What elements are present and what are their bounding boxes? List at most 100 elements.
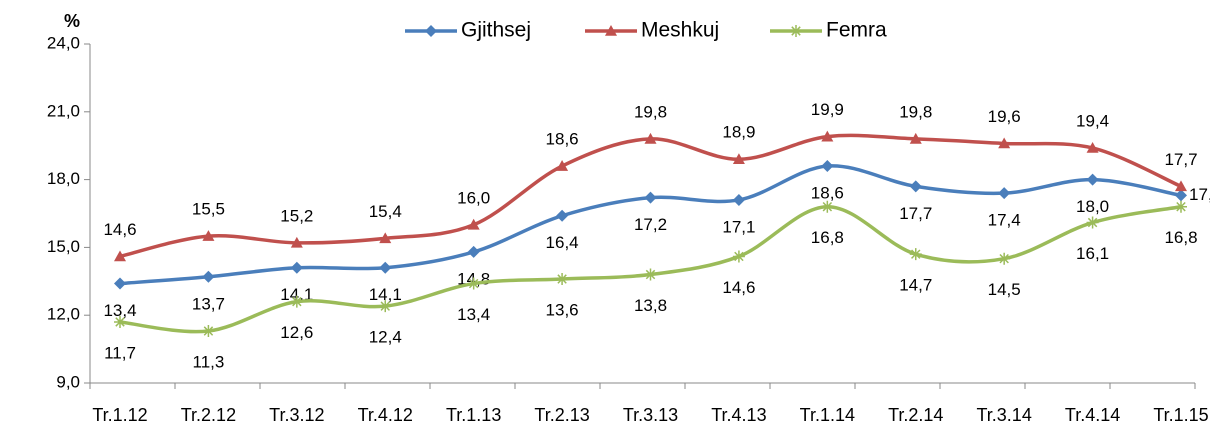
legend-label: Gjithsej (461, 19, 531, 42)
marker (114, 277, 126, 290)
x-tick-label: Tr.2.14 (888, 405, 943, 425)
marker (821, 200, 834, 213)
marker (556, 273, 569, 286)
y-tick-label: 9,0 (56, 372, 80, 391)
data-label: 18,0 (1076, 197, 1109, 216)
marker (202, 270, 215, 283)
x-tick-label: Tr.2.12 (181, 405, 236, 425)
data-label: 15,2 (280, 206, 313, 225)
data-label: 14,5 (988, 280, 1021, 299)
data-label: 15,4 (369, 202, 402, 221)
data-label: 14,6 (103, 220, 136, 239)
x-tick-label: Tr.1.14 (800, 405, 855, 425)
legend-label: Femra (826, 19, 887, 42)
data-label: 18,6 (811, 184, 844, 203)
marker (556, 209, 569, 222)
marker (821, 160, 834, 173)
x-tick-label: Tr.3.13 (623, 405, 678, 425)
marker (467, 277, 480, 290)
data-label: 12,6 (280, 323, 313, 342)
data-label: 17,4 (988, 211, 1021, 230)
y-tick-label: 12,0 (47, 305, 80, 324)
data-label: 19,9 (811, 100, 844, 119)
marker (998, 252, 1011, 265)
data-label: 13,4 (457, 305, 490, 324)
marker (644, 268, 657, 281)
marker (467, 245, 480, 258)
marker (1086, 141, 1099, 153)
data-label: 13,6 (546, 301, 579, 320)
marker (290, 261, 303, 274)
marker (202, 230, 215, 241)
data-label: 17,7 (899, 204, 932, 223)
data-label: 16,8 (1164, 228, 1197, 247)
marker (202, 325, 215, 338)
x-tick-label: Tr.1.12 (92, 405, 147, 425)
data-label: 19,6 (988, 107, 1021, 126)
marker (425, 25, 437, 37)
marker (821, 130, 834, 142)
data-label: 16,0 (457, 188, 490, 207)
data-label: 11,3 (193, 353, 225, 372)
marker (732, 153, 745, 165)
data-label: 13,8 (634, 296, 667, 315)
marker (909, 248, 922, 261)
data-label: 14,6 (722, 278, 755, 297)
marker (1086, 216, 1099, 229)
data-label: 17,3 (1189, 185, 1210, 204)
data-label: 11,7 (104, 343, 136, 362)
marker (290, 236, 303, 248)
marker (114, 250, 126, 262)
data-label: 17,7 (1164, 150, 1197, 169)
marker (605, 25, 617, 36)
x-tick-label: Tr.4.14 (1065, 405, 1120, 425)
data-label: 15,5 (192, 200, 225, 219)
y-tick-label: 21,0 (47, 101, 80, 120)
data-label: 17,2 (634, 215, 667, 234)
data-label: 19,4 (1076, 111, 1109, 130)
y-tick-label: 15,0 (47, 237, 80, 256)
marker (998, 137, 1011, 149)
x-tick-label: Tr.3.14 (976, 405, 1031, 425)
x-tick-label: Tr.4.12 (358, 405, 413, 425)
marker (379, 300, 392, 313)
marker (114, 315, 126, 328)
marker (732, 250, 745, 263)
data-label: 18,6 (546, 130, 579, 149)
x-tick-label: Tr.1.15 (1153, 405, 1208, 425)
data-label: 16,4 (546, 233, 579, 252)
data-label: 13,4 (103, 301, 136, 320)
marker (379, 261, 392, 274)
data-label: 19,8 (634, 102, 667, 121)
marker (1086, 173, 1099, 186)
marker (379, 232, 392, 244)
data-label: 12,4 (369, 328, 402, 347)
y-tick-label: 18,0 (47, 169, 80, 188)
data-label: 18,9 (722, 123, 755, 142)
y-axis-label: % (64, 11, 80, 31)
marker (644, 132, 657, 144)
marker (467, 218, 480, 230)
data-label: 16,8 (811, 228, 844, 247)
x-tick-label: Tr.3.12 (269, 405, 324, 425)
marker (1175, 180, 1187, 192)
data-label: 14,7 (899, 276, 932, 295)
x-tick-label: Tr.4.13 (711, 405, 766, 425)
marker (909, 132, 922, 144)
data-label: 14,1 (369, 285, 402, 304)
y-tick-label: 24,0 (47, 33, 80, 52)
marker (909, 180, 922, 193)
marker (644, 191, 657, 204)
marker (790, 25, 802, 37)
legend-label: Meshkuj (641, 19, 719, 42)
data-label: 16,1 (1076, 244, 1109, 263)
marker (1175, 189, 1187, 202)
x-tick-label: Tr.1.13 (446, 405, 501, 425)
marker (998, 187, 1011, 200)
data-label: 13,7 (192, 294, 225, 313)
data-label: 19,8 (899, 102, 932, 121)
data-label: 17,1 (722, 217, 755, 236)
marker (1175, 200, 1187, 213)
marker (290, 295, 303, 308)
